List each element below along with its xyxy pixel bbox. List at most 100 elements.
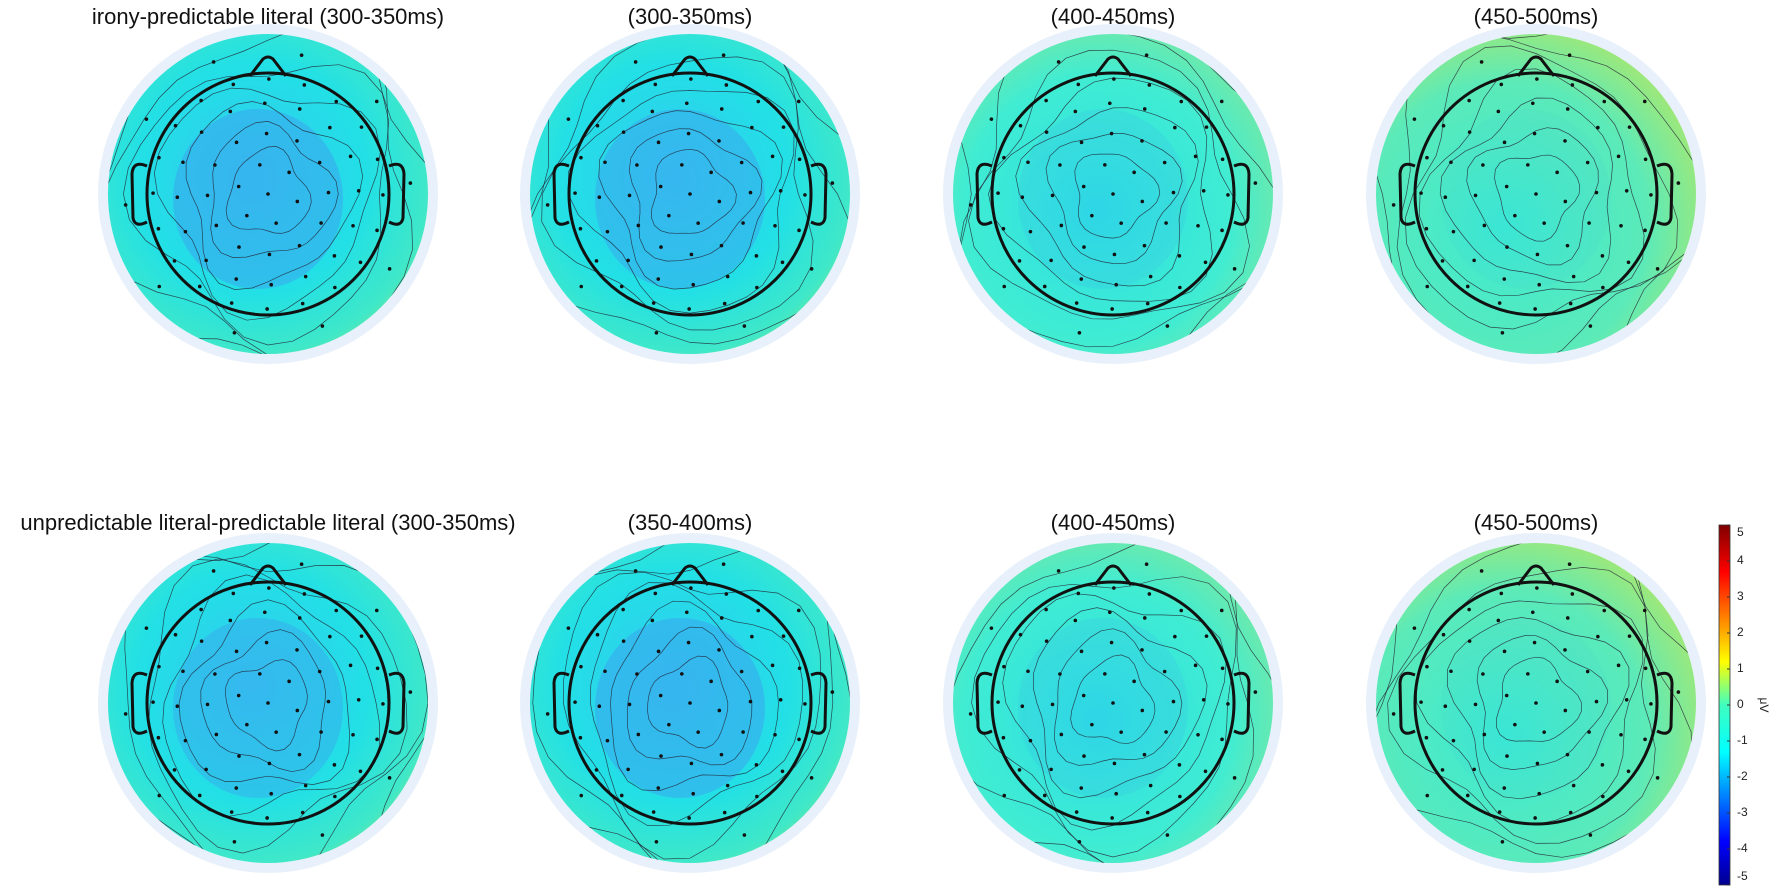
electrode — [1111, 192, 1115, 196]
contour-line — [225, 146, 312, 234]
ear — [388, 162, 406, 226]
electrode — [1049, 767, 1053, 772]
electrode — [717, 648, 721, 652]
electrode — [1044, 130, 1049, 134]
electrode — [1616, 154, 1621, 159]
electrode — [1074, 301, 1079, 305]
electrode — [175, 704, 180, 709]
electrode — [1081, 693, 1086, 698]
electrode — [1443, 704, 1448, 709]
electrode — [687, 816, 691, 820]
electrode — [781, 634, 786, 638]
electrode — [300, 301, 305, 306]
electrode — [374, 608, 379, 613]
electrode — [332, 254, 337, 258]
electrode — [603, 160, 607, 165]
electrode — [303, 274, 308, 279]
contour-line — [1070, 654, 1156, 745]
contour-line — [1396, 34, 1696, 354]
electrode — [1643, 228, 1647, 233]
electrode — [1028, 229, 1033, 234]
topomap — [943, 533, 1283, 873]
electrode — [717, 708, 722, 713]
electrode — [266, 701, 270, 705]
electrode — [1090, 722, 1094, 727]
electrode — [173, 632, 178, 637]
electrode — [332, 763, 337, 767]
colorbar-tick-label: -4 — [1737, 841, 1748, 855]
electrode — [262, 610, 267, 615]
contour-line — [562, 571, 822, 860]
electrode — [1082, 245, 1086, 249]
electrode — [573, 191, 577, 195]
electrode — [1018, 123, 1023, 128]
electrode — [573, 700, 577, 704]
electrode — [1140, 708, 1145, 713]
electrode — [1081, 184, 1086, 189]
electrode — [1534, 192, 1538, 196]
electrode — [1533, 307, 1537, 311]
electrode — [172, 259, 177, 263]
electrode — [1594, 190, 1599, 195]
electrode — [1449, 669, 1453, 674]
colorbar-tick-label: -5 — [1737, 869, 1748, 883]
electrode — [1505, 754, 1509, 758]
electrode — [1535, 252, 1540, 257]
electrode — [680, 163, 684, 167]
electrode — [579, 284, 584, 289]
electrode — [968, 203, 973, 207]
electrode — [722, 301, 727, 306]
electrode — [1073, 109, 1078, 114]
electrode — [1643, 737, 1647, 742]
electrode — [1616, 663, 1621, 668]
blue-region — [1018, 618, 1188, 798]
electrode — [234, 786, 239, 790]
electrode — [231, 82, 236, 87]
electrode — [123, 712, 128, 716]
electrode — [213, 672, 217, 676]
electrode — [317, 669, 322, 674]
electrode — [232, 839, 237, 844]
electrode — [1530, 101, 1535, 106]
electrode — [796, 99, 801, 104]
ear — [975, 162, 993, 226]
electrode — [756, 608, 761, 613]
electrode — [1220, 666, 1225, 671]
electrode — [778, 697, 783, 702]
electrode — [659, 754, 663, 758]
ear — [810, 671, 828, 735]
nose — [1516, 564, 1556, 586]
electrode — [1171, 190, 1176, 195]
electrode — [1253, 690, 1258, 694]
electrode — [1204, 634, 1209, 638]
electrode — [151, 700, 155, 704]
electrode — [1467, 639, 1472, 643]
electrode — [1571, 783, 1576, 788]
electrode — [1077, 839, 1082, 844]
electrode — [1473, 193, 1478, 198]
electrode — [578, 226, 583, 231]
electrode — [1044, 607, 1048, 612]
electrode — [1555, 170, 1559, 175]
electrode — [689, 761, 694, 766]
electrode — [1077, 330, 1082, 335]
electrode — [658, 693, 663, 698]
electrode — [1002, 793, 1007, 798]
electrode — [1467, 607, 1471, 612]
electrode — [1419, 191, 1423, 195]
colorbar-tick-label: 5 — [1737, 525, 1744, 539]
contour-line — [225, 659, 308, 752]
electrode — [334, 608, 339, 613]
electrode — [328, 125, 332, 130]
electrode — [1110, 816, 1114, 820]
electrode — [636, 732, 641, 737]
electrode — [691, 282, 696, 287]
nose — [670, 55, 710, 77]
electrode — [1193, 154, 1198, 159]
electrode — [1565, 107, 1570, 111]
electrode — [968, 712, 973, 716]
electrode — [1526, 672, 1530, 676]
electrode — [1002, 664, 1006, 669]
electrode — [213, 163, 217, 167]
electrode — [684, 101, 689, 106]
